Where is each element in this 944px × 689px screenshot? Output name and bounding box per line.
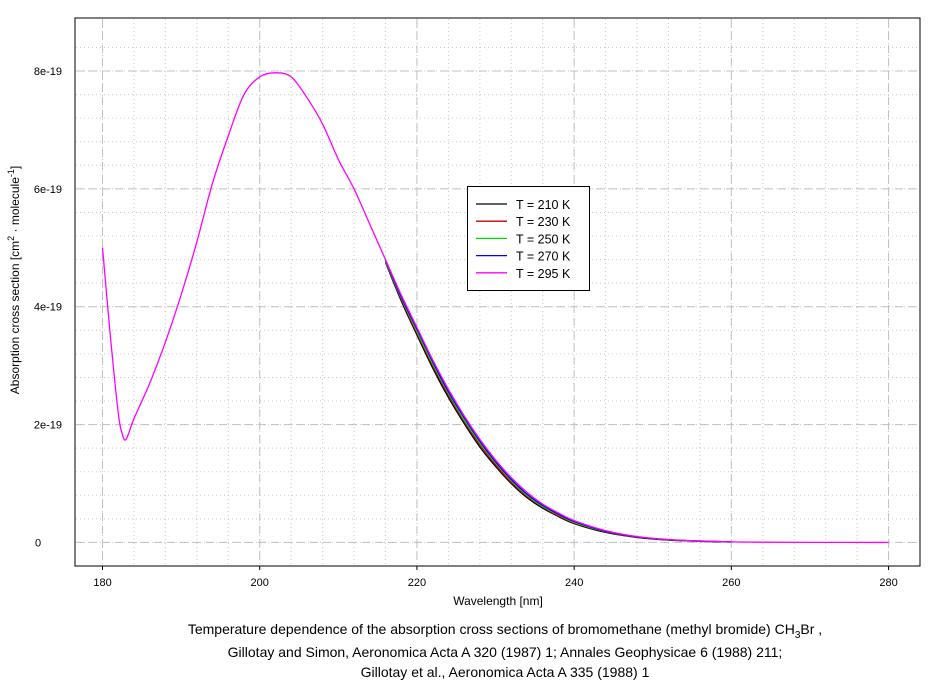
legend-label: T = 270 K — [516, 250, 571, 264]
x-axis-label: Wavelength [nm] — [453, 594, 543, 608]
legend: T = 210 K T = 230 K T = 250 K T = 270 K T = … — [467, 186, 590, 291]
legend-label: T = 295 K — [516, 267, 571, 281]
grid — [76, 19, 919, 565]
x-tick-label: 200 — [251, 577, 269, 589]
x-tick-label: 220 — [408, 577, 426, 589]
legend-label: T = 250 K — [516, 232, 571, 246]
x-tick-label: 180 — [93, 577, 111, 589]
x-tick-label: 260 — [722, 577, 740, 589]
legend-label: T = 230 K — [516, 215, 571, 229]
y-tick-label: 8e-19 — [34, 66, 62, 78]
tick-labels: 180 200 220 240 260 280 0 2e-19 4e-19 6e-19 8e-19 — [34, 66, 898, 589]
chart-title-line-2: Gillotay and Simon, Aeronomica Acta A 32… — [228, 644, 783, 660]
y-tick-label: 0 — [35, 537, 41, 549]
plot-area — [74, 17, 921, 567]
legend-label: T = 210 K — [516, 198, 571, 212]
x-tick-label: 280 — [879, 577, 897, 589]
y-tick-label: 6e-19 — [34, 184, 62, 196]
y-tick-label: 2e-19 — [34, 420, 62, 432]
y-axis-label: Absorption cross section [cm2 · molecule… — [6, 166, 22, 394]
chart-title-line-3: Gillotay et al., Aeronomica Acta A 335 (… — [361, 664, 650, 680]
series-lines — [101, 72, 889, 544]
y-tick-label: 4e-19 — [34, 302, 62, 314]
chart-title-line-1: Temperature dependence of the absorption… — [188, 621, 822, 641]
series-line-295k — [101, 72, 889, 544]
x-tick-label: 240 — [565, 577, 583, 589]
